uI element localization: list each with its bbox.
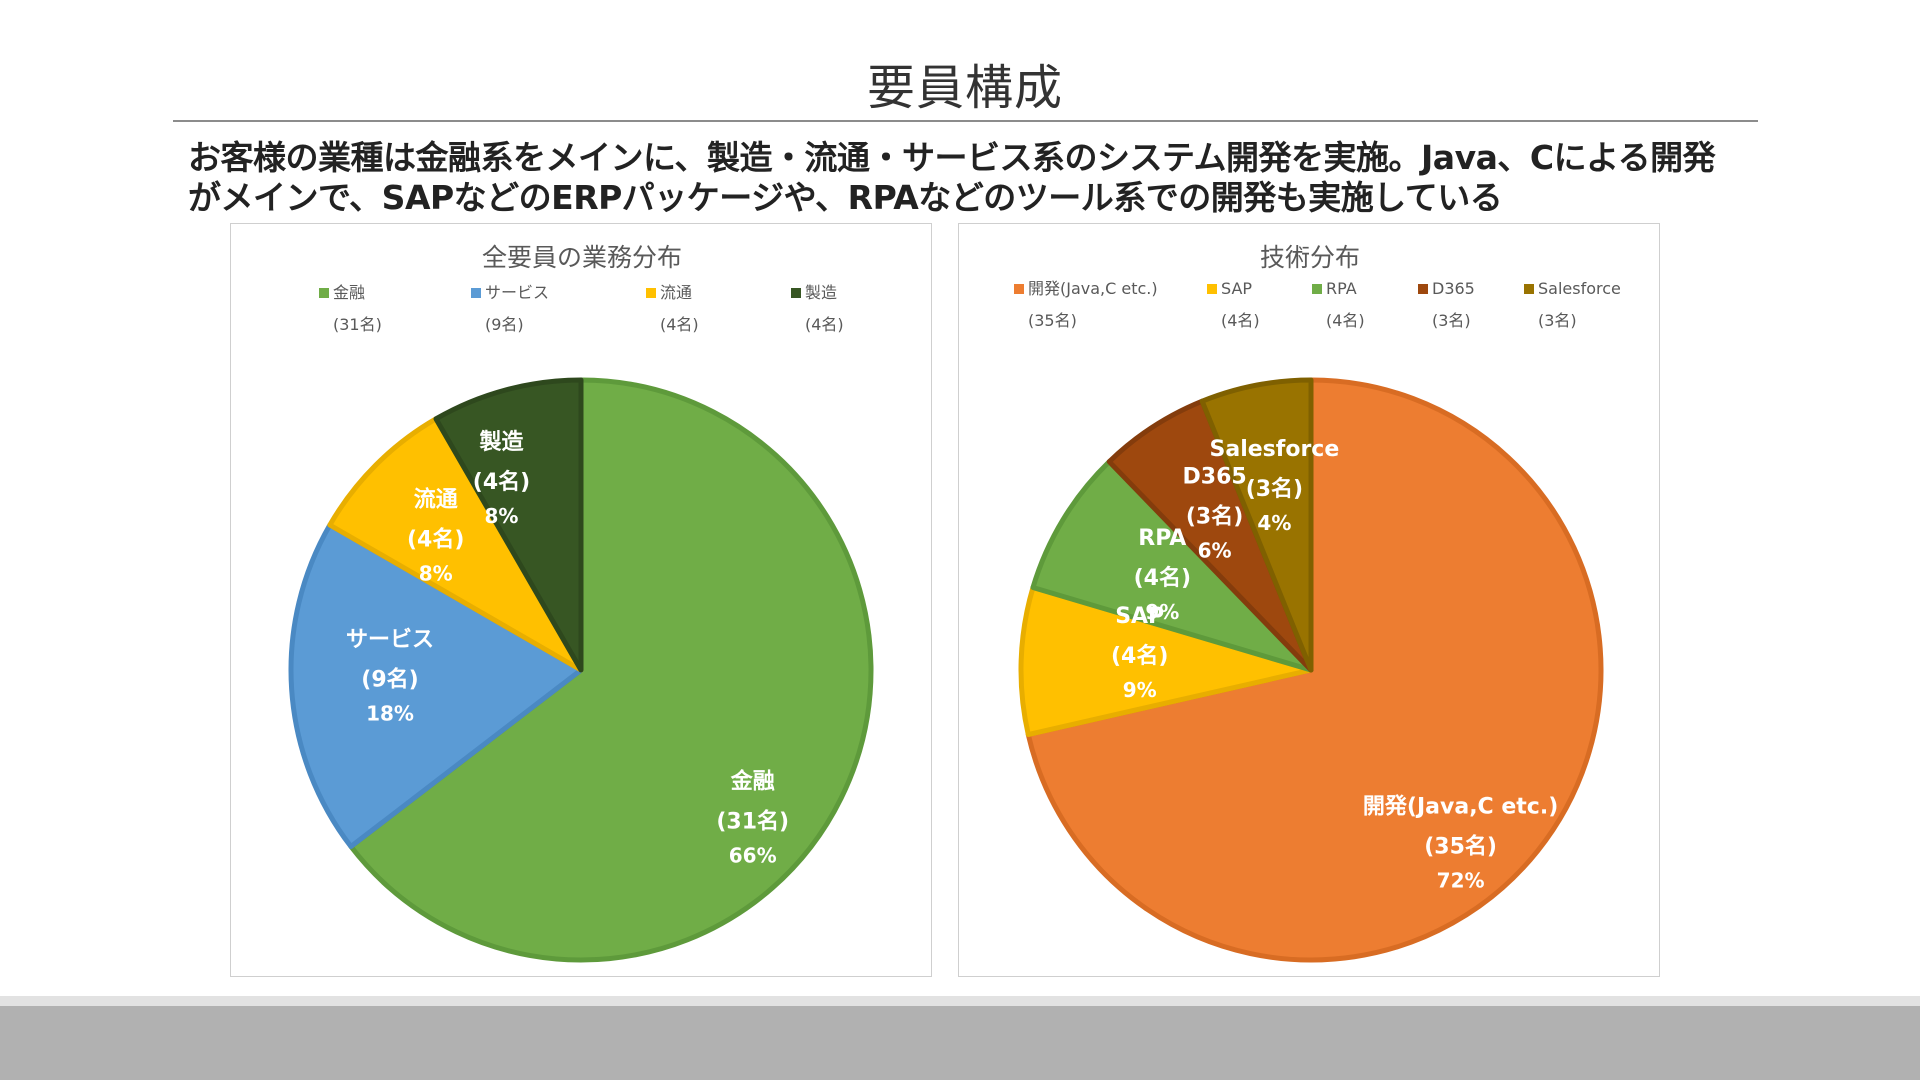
legend-swatch bbox=[319, 288, 329, 298]
footer-bar bbox=[0, 1006, 1920, 1080]
business-pie-slices bbox=[288, 377, 874, 963]
business-slice-item-3 bbox=[433, 377, 584, 673]
data-label-count: (4名) bbox=[1111, 643, 1168, 669]
data-label-count: (3名) bbox=[1246, 476, 1303, 502]
legend-swatch bbox=[1312, 284, 1322, 294]
technology-legend-item-d365: D365 (3名) bbox=[1418, 279, 1475, 330]
business-data-label-item-3: 製造 (4名) 8% bbox=[473, 429, 530, 528]
technology-data-label-rpa: RPA (4名) 9% bbox=[1134, 526, 1191, 624]
legend-count: (4名) bbox=[805, 315, 844, 334]
data-label-percent: 8% bbox=[485, 504, 519, 528]
legend-label: サービス bbox=[485, 283, 549, 302]
business-legend-item-item-0: 金融 (31名) bbox=[319, 283, 382, 334]
legend-count: (4名) bbox=[660, 315, 699, 334]
data-label-name: SAP bbox=[1115, 604, 1164, 629]
slide-title: 要員構成 bbox=[866, 60, 1063, 116]
legend-count: (35名) bbox=[1028, 311, 1077, 330]
technology-legend-item-salesforce: Salesforce (3名) bbox=[1524, 279, 1621, 330]
technology-data-label-java-c-etc: 開発(Java,C etc.) (35名) 72% bbox=[1363, 794, 1558, 892]
data-label-percent: 66% bbox=[729, 844, 777, 868]
legend-swatch bbox=[1524, 284, 1534, 294]
footer-strip bbox=[0, 996, 1920, 1006]
legend-label: SAP bbox=[1221, 279, 1252, 298]
lead-line-2: がメインで、SAPなどのERPパッケージや、RPAなどのツール系での開発も実施し… bbox=[188, 178, 1503, 217]
business-distribution-chart: 全要員の業務分布金融 (31名) サービス (9名) 流通 (4名) 製造 (4名) 金融 (31… bbox=[230, 223, 932, 977]
data-label-name: D365 bbox=[1183, 465, 1247, 490]
technology-chart-title: 技術分布 bbox=[1260, 243, 1360, 272]
data-label-count: (31名) bbox=[716, 809, 789, 835]
business-slice-item-2 bbox=[327, 416, 584, 673]
business-slice-item-1 bbox=[288, 522, 584, 850]
legend-label: 開発(Java,C etc.) bbox=[1028, 279, 1158, 298]
data-label-name: サービス bbox=[346, 628, 434, 653]
legend-count: (4名) bbox=[1221, 311, 1260, 330]
data-label-percent: 9% bbox=[1145, 600, 1179, 624]
business-data-label-item-1: サービス (9名) 18% bbox=[346, 628, 434, 726]
business-data-label-item-0: 金融 (31名) 66% bbox=[716, 769, 789, 868]
technology-legend-item-sap: SAP (4名) bbox=[1207, 279, 1260, 330]
legend-swatch bbox=[1207, 284, 1217, 294]
data-label-percent: 8% bbox=[419, 562, 453, 586]
data-label-percent: 4% bbox=[1257, 511, 1291, 535]
lead-text: お客様の業種は金融系をメインに、製造・流通・サービス系のシステム開発を実施。Ja… bbox=[188, 138, 1788, 218]
business-pie-labels: 金融 (31名) 66% サービス (9名) 18% 流通 (4名) 8% 製造 (4名) 8% bbox=[346, 429, 789, 868]
data-label-name: 製造 bbox=[478, 429, 523, 455]
data-label-percent: 9% bbox=[1123, 678, 1157, 702]
legend-label: 製造 bbox=[805, 283, 837, 302]
business-slice-item-0 bbox=[348, 377, 874, 963]
technology-data-label-sap: SAP (4名) 9% bbox=[1111, 604, 1168, 702]
technology-slice-sap bbox=[1018, 584, 1314, 738]
title-divider bbox=[173, 120, 1758, 122]
legend-swatch bbox=[1418, 284, 1428, 294]
technology-data-label-salesforce: Salesforce (3名) 4% bbox=[1210, 437, 1340, 535]
data-label-name: 金融 bbox=[730, 769, 775, 795]
data-label-percent: 6% bbox=[1198, 539, 1232, 563]
data-label-name: 開発(Java,C etc.) bbox=[1363, 794, 1558, 819]
technology-data-label-d365: D365 (3名) 6% bbox=[1183, 465, 1247, 563]
data-label-name: Salesforce bbox=[1210, 437, 1340, 462]
data-label-count: (4名) bbox=[407, 527, 464, 553]
business-chart-title: 全要員の業務分布 bbox=[482, 243, 682, 272]
technology-slice-rpa bbox=[1030, 459, 1314, 673]
legend-label: Salesforce bbox=[1538, 279, 1621, 298]
data-label-count: (9名) bbox=[361, 667, 418, 693]
legend-count: (4名) bbox=[1326, 311, 1365, 330]
business-legend-item-item-3: 製造 (4名) bbox=[791, 283, 844, 334]
data-label-count: (4名) bbox=[473, 469, 530, 495]
business-data-label-item-2: 流通 (4名) 8% bbox=[407, 487, 464, 586]
data-label-name: RPA bbox=[1138, 526, 1186, 551]
data-label-count: (35名) bbox=[1424, 833, 1497, 859]
legend-count: (31名) bbox=[333, 315, 382, 334]
legend-swatch bbox=[471, 288, 481, 298]
legend-swatch bbox=[1014, 284, 1024, 294]
legend-label: D365 bbox=[1432, 279, 1475, 298]
legend-count: (3名) bbox=[1538, 311, 1577, 330]
data-label-percent: 72% bbox=[1437, 868, 1485, 892]
legend-label: 流通 bbox=[660, 283, 692, 302]
technology-slice-salesforce bbox=[1199, 377, 1314, 673]
data-label-percent: 18% bbox=[366, 702, 414, 726]
technology-distribution-chart: 技術分布 開発(Java,C etc.) (35名) SAP (4名) RPA (4名) D3… bbox=[958, 223, 1660, 977]
business-legend-item-item-2: 流通 (4名) bbox=[646, 283, 699, 334]
data-label-name: 流通 bbox=[414, 487, 458, 513]
legend-swatch bbox=[646, 288, 656, 298]
technology-pie-slices bbox=[1018, 377, 1604, 963]
data-label-count: (4名) bbox=[1134, 565, 1191, 591]
legend-count: (3名) bbox=[1432, 311, 1471, 330]
business-legend-item-item-1: サービス (9名) bbox=[471, 283, 549, 334]
technology-legend-item-java-c-etc: 開発(Java,C etc.) (35名) bbox=[1014, 279, 1158, 330]
legend-swatch bbox=[791, 288, 801, 298]
technology-pie-labels: 開発(Java,C etc.) (35名) 72% SAP (4名) 9% RPA (4名) 9… bbox=[1111, 437, 1558, 892]
technology-legend-item-rpa: RPA (4名) bbox=[1312, 279, 1365, 330]
legend-count: (9名) bbox=[485, 315, 524, 334]
legend-label: RPA bbox=[1326, 279, 1357, 298]
legend-label: 金融 bbox=[333, 283, 365, 302]
lead-line-1: お客様の業種は金融系をメインに、製造・流通・サービス系のシステム開発を実施。Ja… bbox=[188, 138, 1716, 177]
technology-slice-java-c-etc bbox=[1025, 377, 1604, 963]
data-label-count: (3名) bbox=[1186, 504, 1243, 530]
